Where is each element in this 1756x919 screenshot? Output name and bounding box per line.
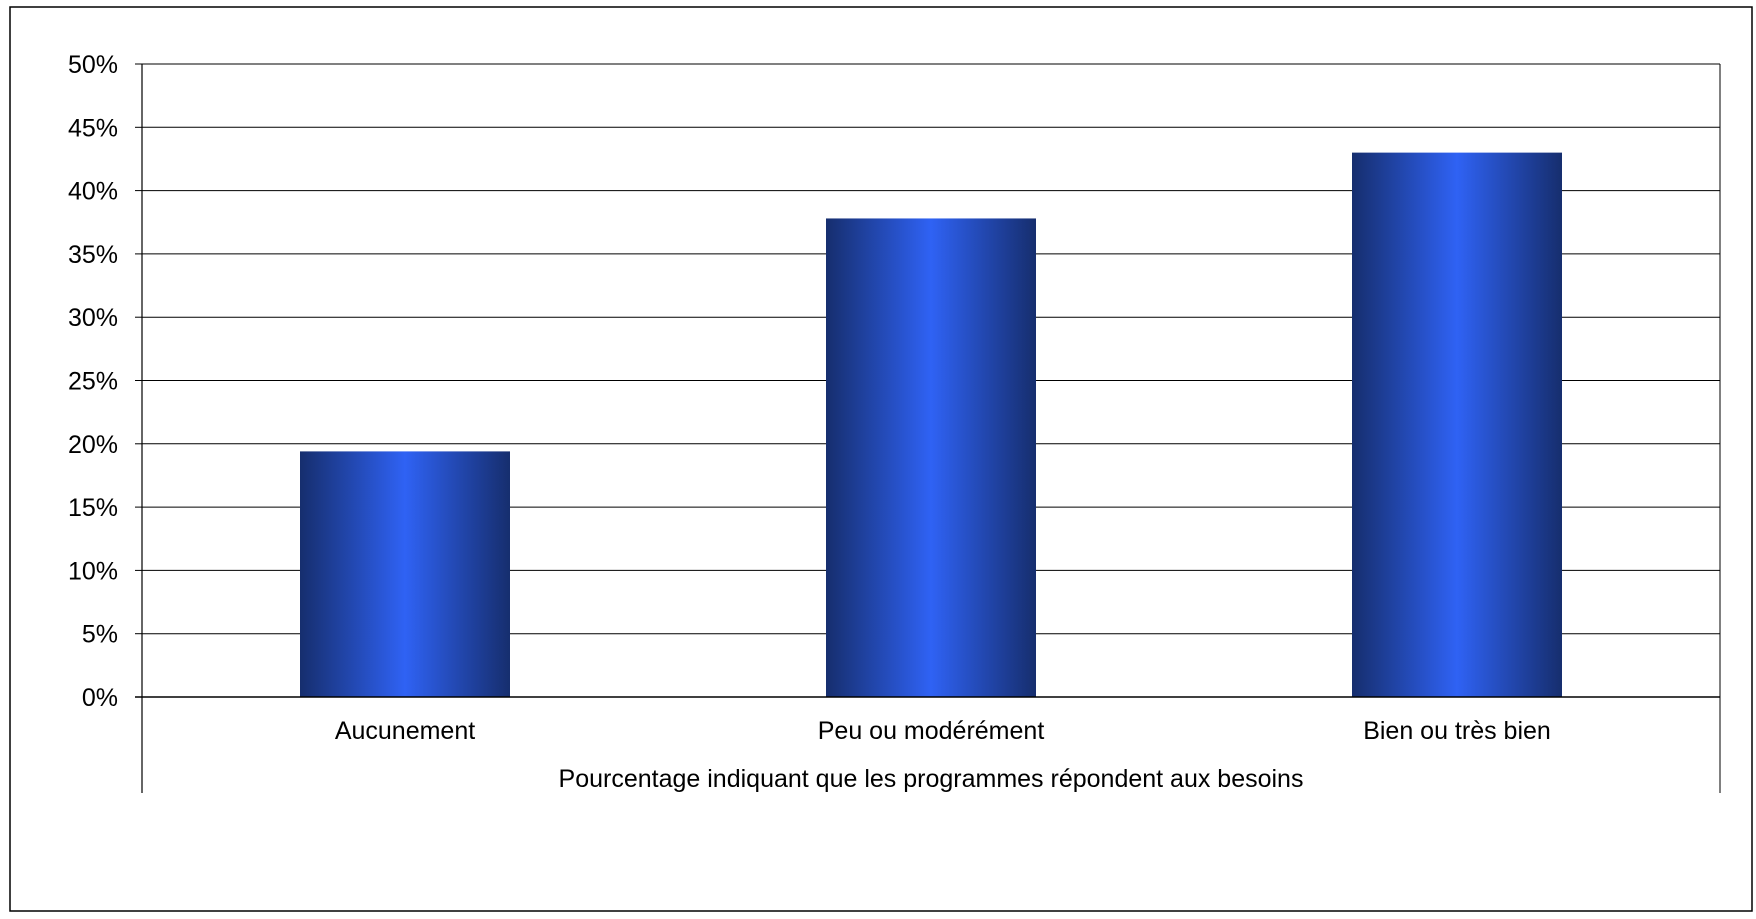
axes <box>135 64 1721 793</box>
y-tick-label: 15% <box>68 494 118 522</box>
y-tick-label: 25% <box>68 368 118 396</box>
y-tick-label: 45% <box>68 114 118 142</box>
y-tick-label: 50% <box>68 51 118 79</box>
y-tick-label: 10% <box>68 557 118 585</box>
bar <box>300 451 510 697</box>
x-tick-label: Aucunement <box>335 717 475 745</box>
x-tick-labels: Aucunement Peu ou modérément Bien ou très … <box>335 717 1551 745</box>
y-tick-labels: 0% 5% 10% 15% 20% 25% 30% 35% 40% 45% 50% <box>68 51 118 712</box>
y-tick-label: 35% <box>68 241 118 269</box>
x-tick-label: Bien ou très bien <box>1363 717 1551 745</box>
x-axis-title: Pourcentage indiquant que les programmes… <box>559 765 1304 793</box>
y-tick-label: 5% <box>82 621 118 649</box>
y-tick-label: 30% <box>68 304 118 332</box>
x-tick-label: Peu ou modérément <box>818 717 1045 745</box>
y-tick-label: 20% <box>68 431 118 459</box>
y-tick-label: 0% <box>82 684 118 712</box>
bar <box>1352 152 1562 697</box>
bars <box>300 152 1562 697</box>
y-tick-label: 40% <box>68 178 118 206</box>
bar <box>826 218 1036 697</box>
